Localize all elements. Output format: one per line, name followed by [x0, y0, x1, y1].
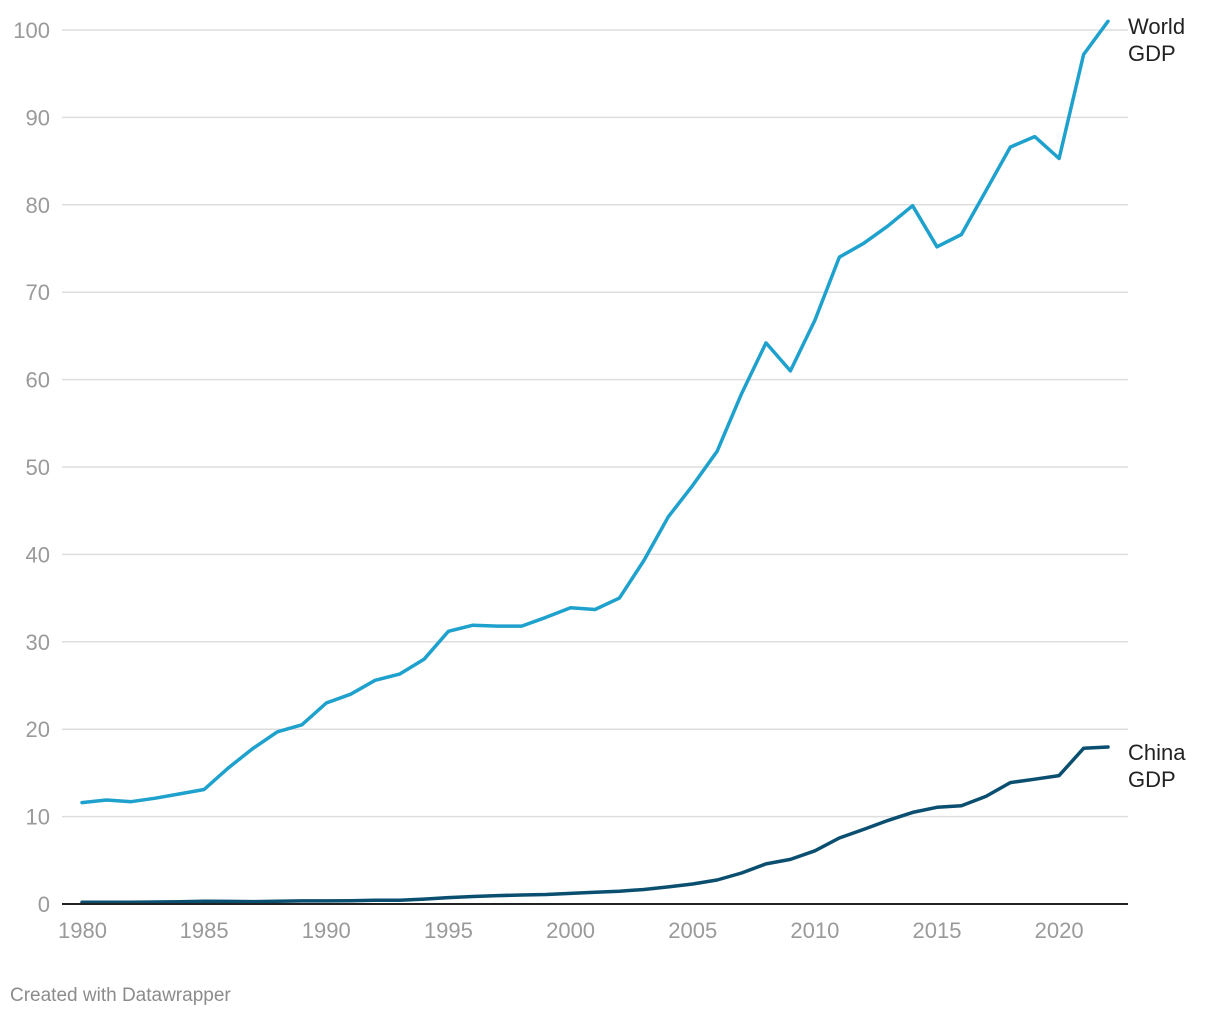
y-tick-label-90: 90 [26, 105, 50, 130]
y-axis-tick-labels: 0 10 20 30 40 50 60 70 80 90 100 [13, 18, 50, 917]
series-label-china-gdp: China [1128, 740, 1186, 765]
y-tick-label-20: 20 [26, 717, 50, 742]
x-tick-label-2020: 2020 [1035, 918, 1084, 943]
series-label-world-gdp: World [1128, 14, 1185, 39]
y-tick-label-0: 0 [38, 892, 50, 917]
y-tick-label-30: 30 [26, 630, 50, 655]
footer-credit: Created with Datawrapper [10, 985, 231, 1006]
y-tick-label-60: 60 [26, 368, 50, 393]
x-tick-label-2010: 2010 [790, 918, 839, 943]
x-tick-label-1990: 1990 [302, 918, 351, 943]
x-tick-label-1995: 1995 [424, 918, 473, 943]
series-lines [80, 19, 1110, 905]
y-tick-label-80: 80 [26, 193, 50, 218]
x-tick-label-2000: 2000 [546, 918, 595, 943]
y-tick-label-40: 40 [26, 542, 50, 567]
x-tick-label-1985: 1985 [180, 918, 229, 943]
series-label-china-gdp: GDP [1128, 767, 1176, 792]
series-label-world-gdp: GDP [1128, 41, 1176, 66]
y-tick-label-10: 10 [26, 805, 50, 830]
x-tick-label-2005: 2005 [668, 918, 717, 943]
x-tick-label-2015: 2015 [913, 918, 962, 943]
y-tick-label-100: 100 [13, 18, 50, 43]
y-tick-label-50: 50 [26, 455, 50, 480]
gridlines [62, 29, 1128, 818]
x-axis-tick-labels: 1980 1985 1990 1995 2000 2005 2010 2015 2020 [58, 918, 1084, 943]
x-tick-label-1980: 1980 [58, 918, 107, 943]
series-line-world-gdp [80, 19, 1110, 805]
series-line-china-gdp [80, 745, 1110, 905]
y-tick-label-70: 70 [26, 280, 50, 305]
